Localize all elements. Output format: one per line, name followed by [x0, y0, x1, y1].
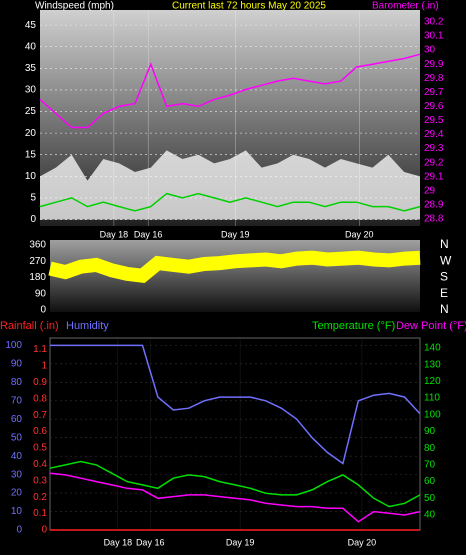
y2-tick-label: 80	[424, 443, 436, 454]
y2-tick-label: 120	[424, 376, 441, 387]
y3-tick-label: 0.7	[33, 410, 47, 421]
y-tick-label: 15	[25, 149, 37, 160]
direction-label: E	[440, 286, 448, 300]
y2-tick-label: 28.8	[424, 214, 444, 225]
direction-label: N	[440, 237, 449, 251]
y2-tick-label: 29.1	[424, 171, 444, 182]
y2-tick-label: 60	[424, 476, 436, 487]
y-tick-label: 10	[25, 171, 37, 182]
direction-label: W	[440, 253, 452, 267]
y2-tick-label: 29.8	[424, 73, 444, 84]
y-tick-label: 10	[11, 506, 23, 517]
y-tick-label: 180	[29, 272, 46, 283]
y2-tick-label: 130	[424, 359, 441, 370]
y-tick-label: 60	[11, 414, 23, 425]
y-tick-label: 0	[16, 525, 22, 536]
x-tick-label: Day 19	[221, 229, 250, 239]
y2-tick-label: 70	[424, 460, 436, 471]
series-line	[50, 344, 421, 465]
y2-tick-label: 40	[424, 510, 436, 521]
legend-entry: Temperature (°F)	[312, 320, 395, 332]
legend-entry: Humidity	[66, 320, 109, 332]
y3-tick-label: 0.3	[33, 475, 47, 486]
y2-tick-label: 29.2	[424, 157, 444, 168]
series-line	[49, 460, 421, 508]
y2-tick-label: 29.5	[424, 115, 444, 126]
y2-tick-label: 30	[424, 45, 436, 56]
y3-tick-label: 0.5	[33, 443, 47, 454]
chart-title: Current last 72 hours May 20 2025	[172, 1, 326, 12]
direction-label: N	[440, 302, 449, 316]
y2-tick-label: 29.7	[424, 87, 444, 98]
y2-label: Barometer (.in)	[372, 1, 439, 12]
y2-tick-label: 30.2	[424, 17, 444, 28]
series-line	[49, 472, 421, 523]
y-tick-label: 25	[25, 106, 37, 117]
y-tick-label: 40	[25, 41, 37, 52]
y2-tick-label: 110	[424, 393, 440, 404]
y-tick-label: 5	[30, 193, 36, 204]
y-tick-label: 90	[11, 358, 23, 369]
legend-entry: Dew Point (°F)	[396, 320, 466, 332]
y-tick-label: 45	[25, 20, 37, 31]
x-tick-label: Day 18	[104, 537, 133, 547]
y-tick-label: 50	[11, 432, 23, 443]
y-tick-label: 0	[30, 214, 36, 225]
y-tick-label: 100	[5, 340, 22, 351]
y-tick-label: 40	[11, 451, 23, 462]
y2-tick-label: 29.3	[424, 143, 444, 154]
y2-tick-label: 100	[424, 409, 441, 420]
x-tick-label: Day 19	[226, 537, 255, 547]
y2-tick-label: 29	[424, 185, 436, 196]
y-tick-label: 80	[11, 377, 23, 388]
x-tick-label: Day 20	[348, 537, 377, 547]
x-tick-label: Day 16	[136, 537, 165, 547]
direction-panel	[50, 240, 420, 312]
y-tick-label: 20	[25, 128, 37, 139]
y3-tick-label: 0.9	[33, 377, 47, 388]
series-line	[39, 192, 421, 212]
y3-tick-label: 0.1	[33, 508, 47, 519]
x-tick-label: Day 20	[345, 229, 374, 239]
legend-entry: Rainfall (.in)	[0, 320, 59, 332]
y-tick-label: 30	[11, 469, 23, 480]
y-tick-label: 90	[35, 288, 47, 299]
y2-tick-label: 29.9	[424, 59, 444, 70]
y2-tick-label: 29.6	[424, 101, 444, 112]
y-label: Windspeed (mph)	[35, 1, 114, 12]
series-line	[48, 250, 421, 283]
y3-tick-label: 0	[41, 525, 47, 536]
y-tick-label: 30	[25, 85, 37, 96]
y2-tick-label: 50	[424, 493, 436, 504]
y2-tick-label: 90	[424, 426, 436, 437]
y3-tick-label: 0.6	[33, 426, 47, 437]
y-tick-label: 20	[11, 488, 23, 499]
y3-tick-label: 0.2	[33, 492, 47, 503]
x-tick-label: Day 18	[100, 229, 129, 239]
direction-label: S	[440, 270, 448, 284]
y3-tick-label: 0.8	[33, 393, 47, 404]
y-tick-label: 360	[29, 240, 46, 251]
temp-panel	[49, 337, 421, 531]
series-area	[40, 150, 420, 220]
y-tick-label: 270	[29, 256, 46, 267]
y-tick-label: 35	[25, 63, 37, 74]
y2-tick-label: 140	[424, 343, 441, 354]
y3-tick-label: 1.1	[33, 344, 47, 355]
x-tick-label: Day 16	[134, 229, 163, 239]
y-tick-label: 0	[40, 305, 46, 316]
y2-tick-label: 30.1	[424, 31, 444, 42]
y3-tick-label: 1	[41, 361, 47, 372]
y2-tick-label: 28.9	[424, 200, 444, 211]
y3-tick-label: 0.4	[33, 459, 47, 470]
y2-tick-label: 29.4	[424, 129, 444, 140]
series-line	[39, 53, 421, 129]
y-tick-label: 70	[11, 395, 23, 406]
